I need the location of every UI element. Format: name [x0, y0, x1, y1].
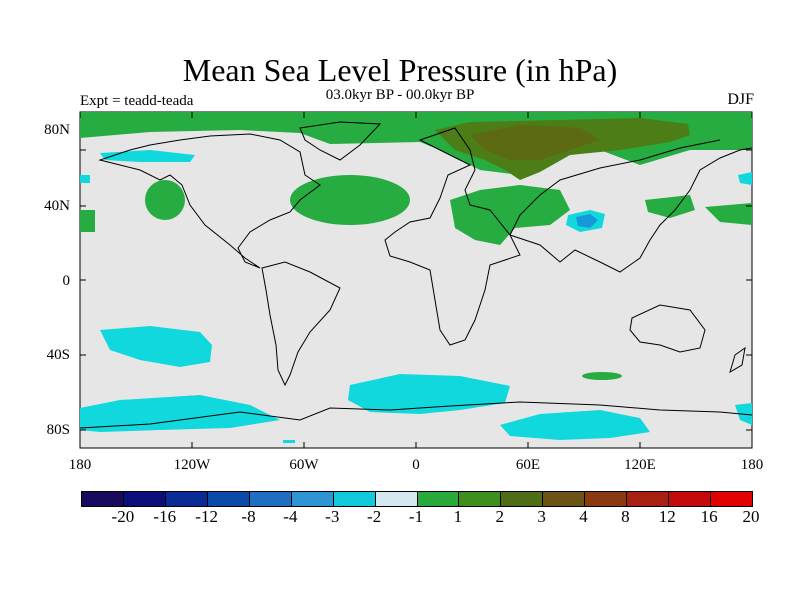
colorbar-swatch [585, 492, 628, 506]
colorbar-swatch [249, 492, 292, 506]
north-pacific-positive-region [145, 180, 185, 220]
colorbar-swatch [543, 492, 586, 506]
colorbar-swatch [291, 492, 334, 506]
chart-title: Mean Sea Level Pressure (in hPa) [182, 52, 618, 88]
south-america-coast [261, 261, 341, 387]
lat-label-40n: 40N [44, 198, 70, 214]
australia-coast [629, 304, 706, 353]
greenland-coast [299, 121, 382, 161]
asia-coast [509, 139, 753, 273]
lon-label-60w: 60W [289, 457, 319, 473]
tibet-negative-core [576, 214, 598, 228]
europe-africa-coast [384, 127, 521, 346]
south-atlantic-negative-spot [283, 440, 295, 443]
colorbar-label: 2 [495, 507, 505, 526]
colorbar-label: 4 [579, 507, 588, 526]
colorbar-label: 20 [742, 507, 760, 526]
lon-label-60e: 60E [515, 457, 541, 473]
colorbar-swatch [207, 492, 250, 506]
colorbar-swatch [711, 492, 752, 506]
colorbar-swatch [669, 492, 712, 506]
colorbar-label: -4 [283, 507, 298, 526]
lat-label-80s: 80S [46, 422, 70, 438]
colorbar-label: 1 [453, 507, 463, 526]
siberia-positive-region-3 [470, 125, 600, 160]
colorbar-label: -12 [195, 507, 218, 526]
colorbar-label: 12 [658, 507, 676, 526]
south-pacific-negative-region [100, 326, 212, 367]
southern-ocean-negative-region-1 [80, 395, 280, 432]
colorbar-swatch [333, 492, 376, 506]
new-zealand-coast [729, 346, 746, 374]
lat-label-40s: 40S [46, 347, 70, 363]
colorbar-label: 3 [537, 507, 546, 526]
north-america-coast [98, 133, 321, 269]
season-label: DJF [727, 91, 754, 108]
lat-label-0: 0 [62, 273, 71, 289]
colorbar [81, 491, 753, 507]
colorbar-swatch [417, 492, 460, 506]
colorbar-label: -16 [153, 507, 177, 526]
lat-label-80n: 80N [44, 122, 70, 138]
colorbar-swatch [165, 492, 208, 506]
north-pacific-negative-region [100, 150, 195, 162]
north-atlantic-positive-region [290, 175, 410, 225]
lon-label-180w: 180 [68, 457, 92, 473]
east-pacific-positive-region [705, 203, 752, 225]
lon-label-0: 0 [412, 457, 420, 473]
colorbar-label: -20 [111, 507, 135, 526]
experiment-label: Expt = teadd-teada [80, 93, 194, 109]
time-range-subtitle: 03.0kyr BP - 00.0kyr BP [325, 87, 475, 103]
coastlines [79, 121, 753, 429]
colorbar-label: -8 [241, 507, 256, 526]
colorbar-label: -3 [325, 507, 340, 526]
antarctica-coast [79, 401, 753, 429]
lon-label-120w: 120W [173, 457, 211, 473]
eurasia-positive-region [450, 185, 570, 245]
axis-ticks [79, 112, 753, 448]
colorbar-swatch [627, 492, 670, 506]
southern-ocean-negative-region-3 [500, 410, 650, 440]
colorbar-swatch [459, 492, 502, 506]
north-pacific-west-negative-region [80, 175, 90, 183]
southern-positive-region [582, 372, 622, 380]
colorbar-swatch [123, 492, 166, 506]
colorbar-label: -2 [367, 507, 382, 526]
colorbar-swatch [375, 492, 418, 506]
colorbar-swatch [501, 492, 544, 506]
anomaly-shading [80, 112, 752, 443]
dateline-positive-region [80, 210, 95, 232]
colorbar-label: 8 [621, 507, 630, 526]
lon-label-180e: 180 [740, 457, 764, 473]
north-pacific-east-negative-region [738, 172, 752, 185]
colorbar-label: 16 [700, 507, 718, 526]
lon-label-120e: 120E [624, 457, 656, 473]
colorbar-label: -1 [408, 507, 424, 526]
colorbar-swatch [82, 492, 124, 506]
southern-ocean-negative-region-2 [348, 374, 510, 414]
